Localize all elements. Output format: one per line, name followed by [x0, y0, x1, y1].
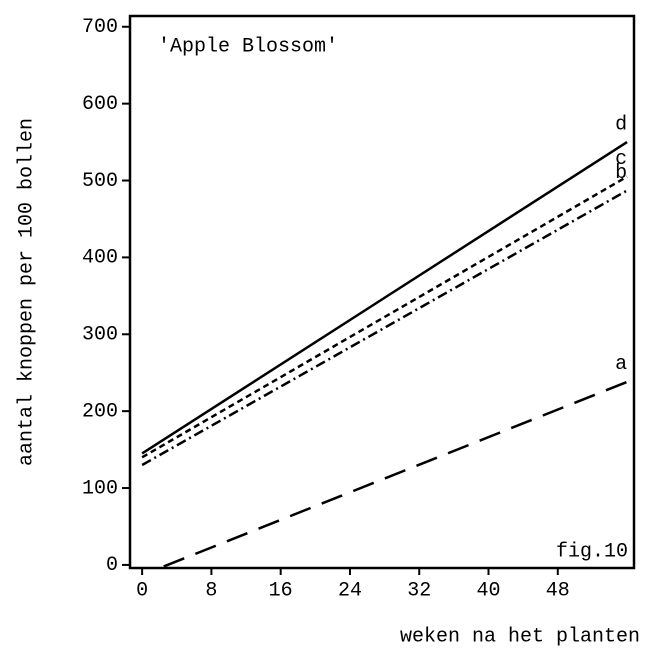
x-axis-label: weken na het planten [400, 625, 640, 648]
y-tick-label: 500 [82, 170, 118, 193]
x-tick-label: 16 [269, 579, 293, 602]
y-tick-label: 400 [82, 247, 118, 270]
line-label: c [615, 148, 627, 171]
chart-title: 'Apple Blossom' [158, 35, 338, 58]
line-label: b [615, 162, 627, 185]
line-label: a [615, 353, 627, 376]
series-line [141, 175, 628, 459]
series-line [141, 189, 628, 467]
y-tick-label: 200 [82, 400, 118, 423]
x-tick-label: 48 [546, 579, 570, 602]
x-tick-label: 8 [205, 579, 217, 602]
y-tick-label: 700 [82, 16, 118, 39]
x-tick-label: 32 [407, 579, 431, 602]
line-label: d [615, 113, 627, 136]
y-tick-label: 300 [82, 324, 118, 347]
y-tick-label: 600 [82, 93, 118, 116]
y-tick-label: 100 [82, 477, 118, 500]
plot-frame [128, 14, 636, 570]
annotation: fig.10 [556, 540, 628, 563]
series-line [163, 380, 628, 568]
y-axis-label: aantal knoppen per 100 bollen [15, 118, 38, 466]
x-tick-label: 0 [136, 579, 148, 602]
x-tick-label: 40 [477, 579, 501, 602]
series-line [141, 141, 628, 455]
x-tick-label: 24 [338, 579, 362, 602]
y-tick-label: 0 [106, 554, 118, 577]
